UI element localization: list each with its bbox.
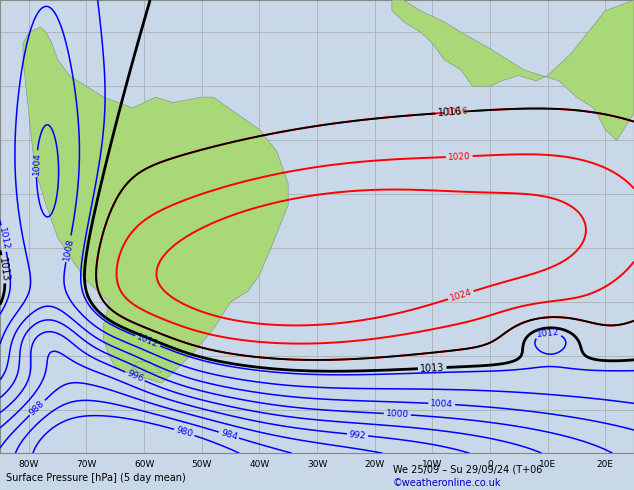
Text: 1020: 1020 bbox=[448, 151, 471, 162]
Text: 1012: 1012 bbox=[0, 226, 10, 251]
Text: 50W: 50W bbox=[191, 460, 212, 469]
Text: 1016: 1016 bbox=[437, 107, 462, 118]
Text: 992: 992 bbox=[349, 430, 366, 440]
Polygon shape bbox=[133, 362, 162, 372]
Text: 1012: 1012 bbox=[136, 332, 160, 349]
Text: We 25/09 – Su 29/09/24 (T+06: We 25/09 – Su 29/09/24 (T+06 bbox=[393, 465, 543, 475]
Text: 80W: 80W bbox=[18, 460, 39, 469]
Text: 1000: 1000 bbox=[385, 409, 409, 419]
Text: 10E: 10E bbox=[539, 460, 556, 469]
Text: 984: 984 bbox=[219, 428, 238, 442]
Text: 1024: 1024 bbox=[449, 288, 473, 303]
Text: 1004: 1004 bbox=[430, 399, 453, 409]
Text: ©weatheronline.co.uk: ©weatheronline.co.uk bbox=[393, 478, 501, 488]
Text: 1013: 1013 bbox=[0, 256, 10, 282]
Text: Surface Pressure [hPa] (5 day mean): Surface Pressure [hPa] (5 day mean) bbox=[6, 473, 186, 483]
Text: 1016: 1016 bbox=[446, 107, 469, 117]
Text: 1013: 1013 bbox=[420, 363, 444, 374]
Text: 980: 980 bbox=[175, 425, 194, 439]
Polygon shape bbox=[392, 0, 634, 140]
Text: 60W: 60W bbox=[134, 460, 154, 469]
Text: 20E: 20E bbox=[597, 460, 614, 469]
Text: 1004: 1004 bbox=[32, 152, 41, 175]
Text: 0: 0 bbox=[487, 460, 493, 469]
Polygon shape bbox=[23, 27, 288, 383]
Text: 30W: 30W bbox=[307, 460, 327, 469]
Text: 10W: 10W bbox=[422, 460, 443, 469]
Text: 70W: 70W bbox=[76, 460, 96, 469]
Text: 1008: 1008 bbox=[62, 237, 75, 261]
Text: 1012: 1012 bbox=[536, 327, 560, 339]
Text: 40W: 40W bbox=[249, 460, 269, 469]
Text: 996: 996 bbox=[126, 369, 145, 384]
Text: 20W: 20W bbox=[365, 460, 385, 469]
Text: 988: 988 bbox=[28, 398, 46, 417]
